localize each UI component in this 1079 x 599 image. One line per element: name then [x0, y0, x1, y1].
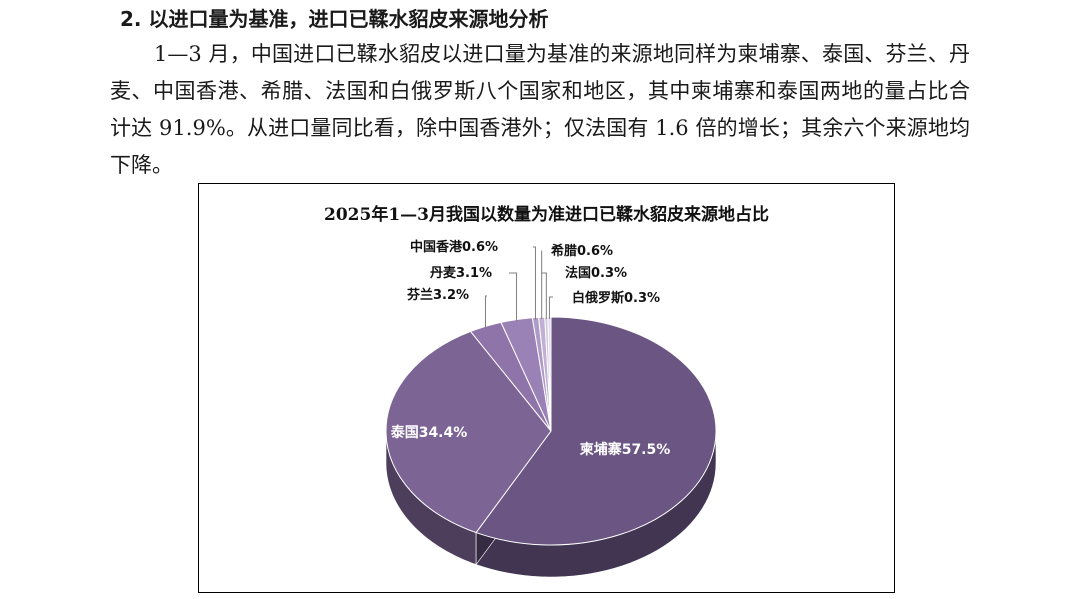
slice-label-中国香港: 中国香港0.6% — [410, 239, 498, 255]
leader-line-白俄罗斯 — [548, 296, 553, 320]
slice-label-丹麦: 丹麦3.1% — [430, 265, 492, 281]
slice-label-白俄罗斯: 白俄罗斯0.3% — [572, 290, 660, 306]
slice-label-芬兰: 芬兰3.2% — [406, 287, 469, 303]
pie-chart: 柬埔寨57.5% 泰国34.4% 芬兰3.2% 丹麦3.1% 中国香港0.6% 希腊0.6… — [385, 239, 717, 578]
pie-slice-柬埔寨 — [475, 316, 717, 546]
section-paragraph: 1—3 月，中国进口已鞣水貂皮以进口量为基准的来源地同样为柬埔寨、泰国、芬兰、丹… — [110, 42, 970, 177]
slice-label-希腊: 希腊0.6% — [551, 243, 613, 259]
leader-line-丹麦 — [509, 272, 518, 322]
slice-label-柬埔寨: 柬埔寨57.5% — [580, 441, 671, 458]
chart-frame: 2025年1—3月我国以数量为准进口已鞣水貂皮来源地占比 柬埔寨57.5% 泰国3… — [198, 183, 895, 593]
leader-line-法国 — [542, 272, 547, 320]
leader-line-芬兰 — [484, 295, 487, 329]
section-heading: 2. 以进口量为基准，进口已鞣水貂皮来源地分析 — [120, 7, 549, 31]
slice-label-泰国: 泰国34.4% — [390, 424, 468, 441]
chart-title: 2025年1—3月我国以数量为准进口已鞣水貂皮来源地占比 — [324, 205, 769, 225]
leader-line-中国香港 — [533, 246, 536, 320]
pie-slice-泰国 — [385, 330, 552, 534]
slice-label-法国: 法国0.3% — [565, 265, 627, 281]
